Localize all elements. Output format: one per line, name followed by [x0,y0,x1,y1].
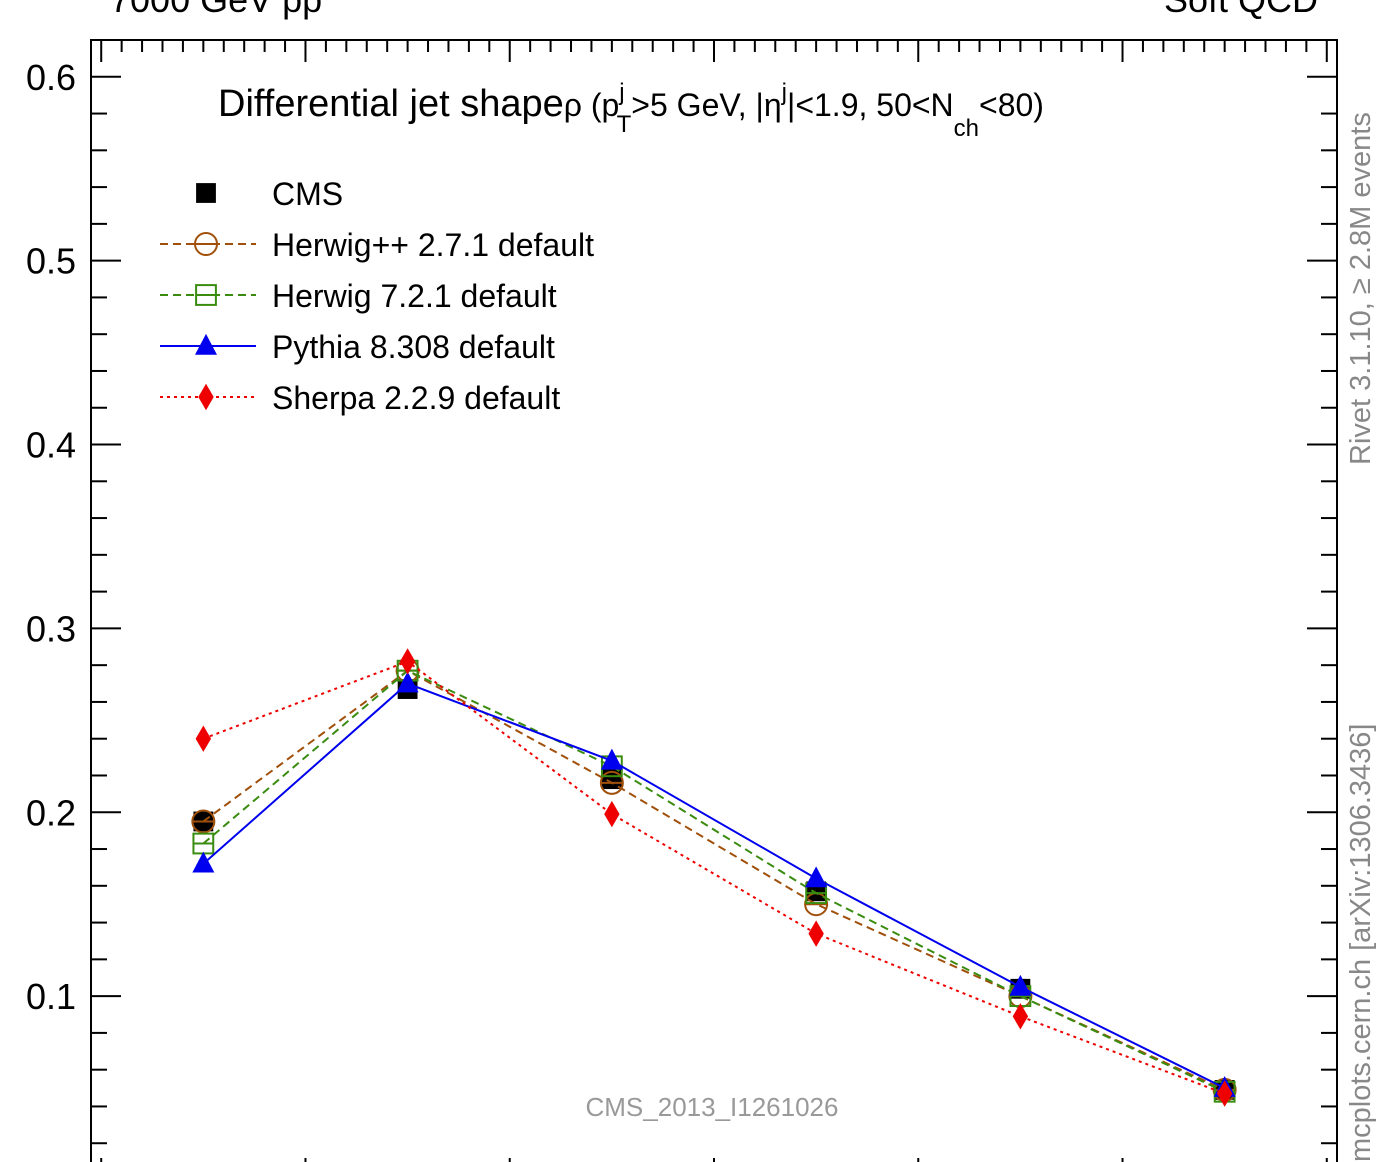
series-line [202,669,1226,1091]
pythia-marker [600,748,623,770]
sherpa-marker [195,725,212,752]
legend-label: Herwig 7.2.1 default [272,278,557,314]
sherpa-marker [1216,1080,1233,1107]
legend-label: Herwig++ 2.7.1 default [272,227,594,263]
sherpa-marker [604,800,620,828]
pythia-marker [1009,974,1032,996]
beam-label: 7000 GeV pp [110,0,322,20]
analysis-watermark: CMS_2013_I1261026 [586,1092,839,1122]
legend-label: Pythia 8.308 default [272,329,555,365]
herwig7-marker [192,832,215,855]
sherpa-marker [1012,1003,1029,1030]
y-tick-label: 0.2 [26,792,76,833]
y-tick-label: 0.3 [26,608,76,649]
rivet-version-label: Rivet 3.1.10, ≥ 2.8M events [1345,112,1377,465]
sherpa-marker [808,920,824,947]
sherpa-marker [198,383,214,411]
herwigpp-marker [194,232,218,256]
series-4 [195,648,1233,1107]
data-series [191,648,1237,1107]
series-line [202,660,1226,1095]
y-tick-label: 0.1 [26,976,76,1017]
sherpa-marker [399,648,416,675]
y-tick-labels: 0.1 0.2 0.3 0.4 0.5 0.6 [26,57,76,1017]
cms-data-marker [601,769,622,790]
series-0 [193,679,1235,1100]
series-2 [192,659,1236,1103]
pythia-marker [192,851,215,873]
y-tick-label: 0.4 [26,425,76,466]
series-3 [192,671,1236,1097]
source-url-label: mcplots.cern.ch [arXiv:1306.3436] [1345,724,1377,1162]
cms-data-marker [196,183,216,203]
chart-title: Differential jet shapeρ (pj T>5 GeV, |ηj|… [218,79,1044,142]
y-tick-label: 0.5 [26,241,76,282]
process-label: Soft QCD [1164,0,1318,20]
herwigpp-marker [599,770,624,795]
pythia-marker [195,333,217,355]
legend-label: CMS [272,176,343,212]
pythia-marker [805,866,828,888]
herwigpp-marker [191,809,216,834]
y-tick-label: 0.6 [26,57,76,98]
legend-label: Sherpa 2.2.9 default [272,380,560,416]
series-1 [191,658,1237,1102]
series-line [202,669,1226,1093]
series-line [202,682,1226,1089]
legend: CMS Herwig++ 2.7.1 default Herwig 7.2.1 de… [160,176,594,416]
pythia-marker [396,671,419,693]
herwig7-marker [195,284,217,306]
